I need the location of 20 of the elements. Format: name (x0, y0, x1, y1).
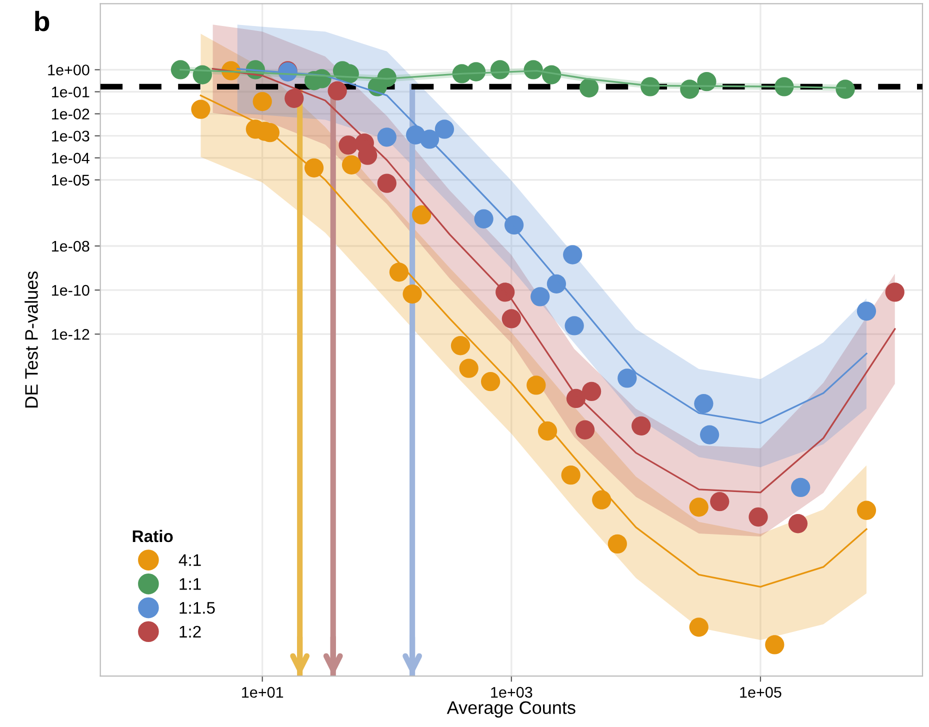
legend-label: 1:1 (180, 578, 201, 590)
y-tick-label: 1e-03 (52, 130, 90, 142)
y-tick-label: 1e-08 (52, 240, 90, 252)
x-tick-label: 1e+05 (740, 686, 782, 698)
x-tick-label: 1e+01 (242, 686, 284, 698)
y-tick-label: 1e-04 (52, 152, 90, 164)
x-tick-label: 1e+03 (491, 686, 532, 698)
y-axis-title: DE Test P-values (24, 271, 38, 408)
y-tick-label: 1e-05 (52, 174, 90, 186)
y-tick-label: 1e-10 (52, 284, 90, 296)
legend-label: 1:1.5 (180, 602, 215, 614)
text: b (35, 10, 50, 32)
y-tick-label: 1e+00 (48, 64, 90, 76)
legend-label: 1:2 (180, 626, 201, 638)
x-axis-title: Average Counts (446, 701, 576, 718)
legend-title: Ratio (132, 530, 173, 542)
legend-label: 4:1 (178, 554, 201, 566)
y-tick-label: 1e-01 (52, 86, 90, 98)
y-tick-label: 1e-12 (52, 328, 90, 340)
y-tick-label: 1e-02 (52, 108, 90, 120)
